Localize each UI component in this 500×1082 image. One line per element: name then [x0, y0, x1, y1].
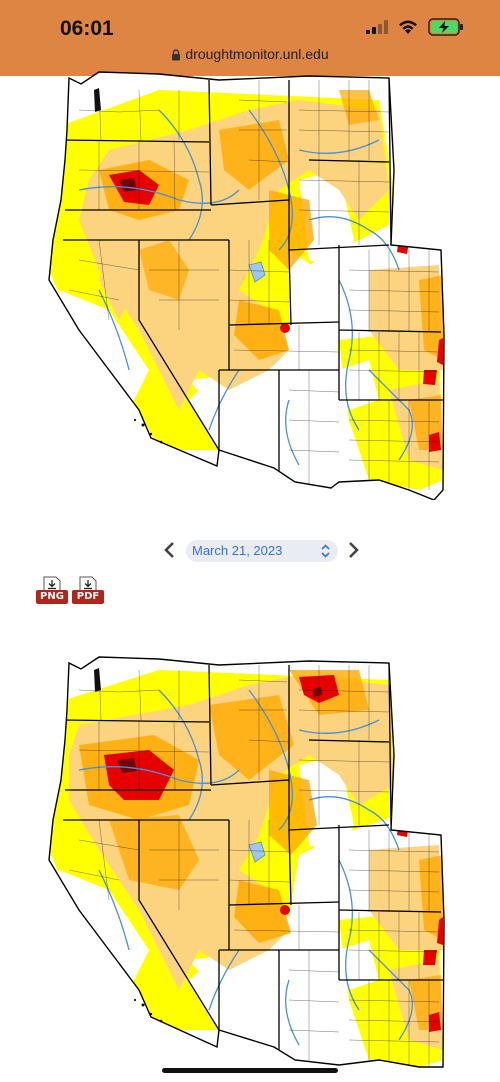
- download-png-button[interactable]: PNG: [36, 576, 68, 604]
- next-date-arrow-icon[interactable]: [343, 539, 363, 561]
- drought-map-comparison[interactable]: [38, 655, 470, 1075]
- status-bar: 06:01 droughtmonitor.unl.edu: [0, 0, 500, 76]
- download-pdf-button[interactable]: PDF: [72, 576, 104, 604]
- chevron-up-down-icon: [321, 544, 330, 558]
- date-select-value: March 21, 2023: [192, 543, 283, 558]
- download-file-icon: [43, 576, 61, 592]
- url-text: droughtmonitor.unl.edu: [185, 46, 329, 62]
- lock-icon: [172, 49, 181, 61]
- pdf-label: PDF: [72, 590, 104, 604]
- battery-charging-icon: [428, 18, 463, 36]
- status-icons: [366, 18, 464, 36]
- signal-icon: [366, 20, 388, 34]
- drought-map-current[interactable]: [38, 70, 470, 500]
- home-indicator[interactable]: [162, 1068, 338, 1073]
- clock-time: 06:01: [60, 17, 114, 40]
- png-label: PNG: [36, 590, 68, 604]
- address-bar[interactable]: droughtmonitor.unl.edu: [0, 46, 500, 62]
- date-select[interactable]: March 21, 2023: [186, 540, 338, 562]
- wifi-icon: [399, 20, 417, 34]
- previous-date-arrow-icon[interactable]: [160, 539, 180, 561]
- date-navigation: March 21, 2023: [0, 538, 500, 564]
- download-file-icon: [79, 576, 97, 592]
